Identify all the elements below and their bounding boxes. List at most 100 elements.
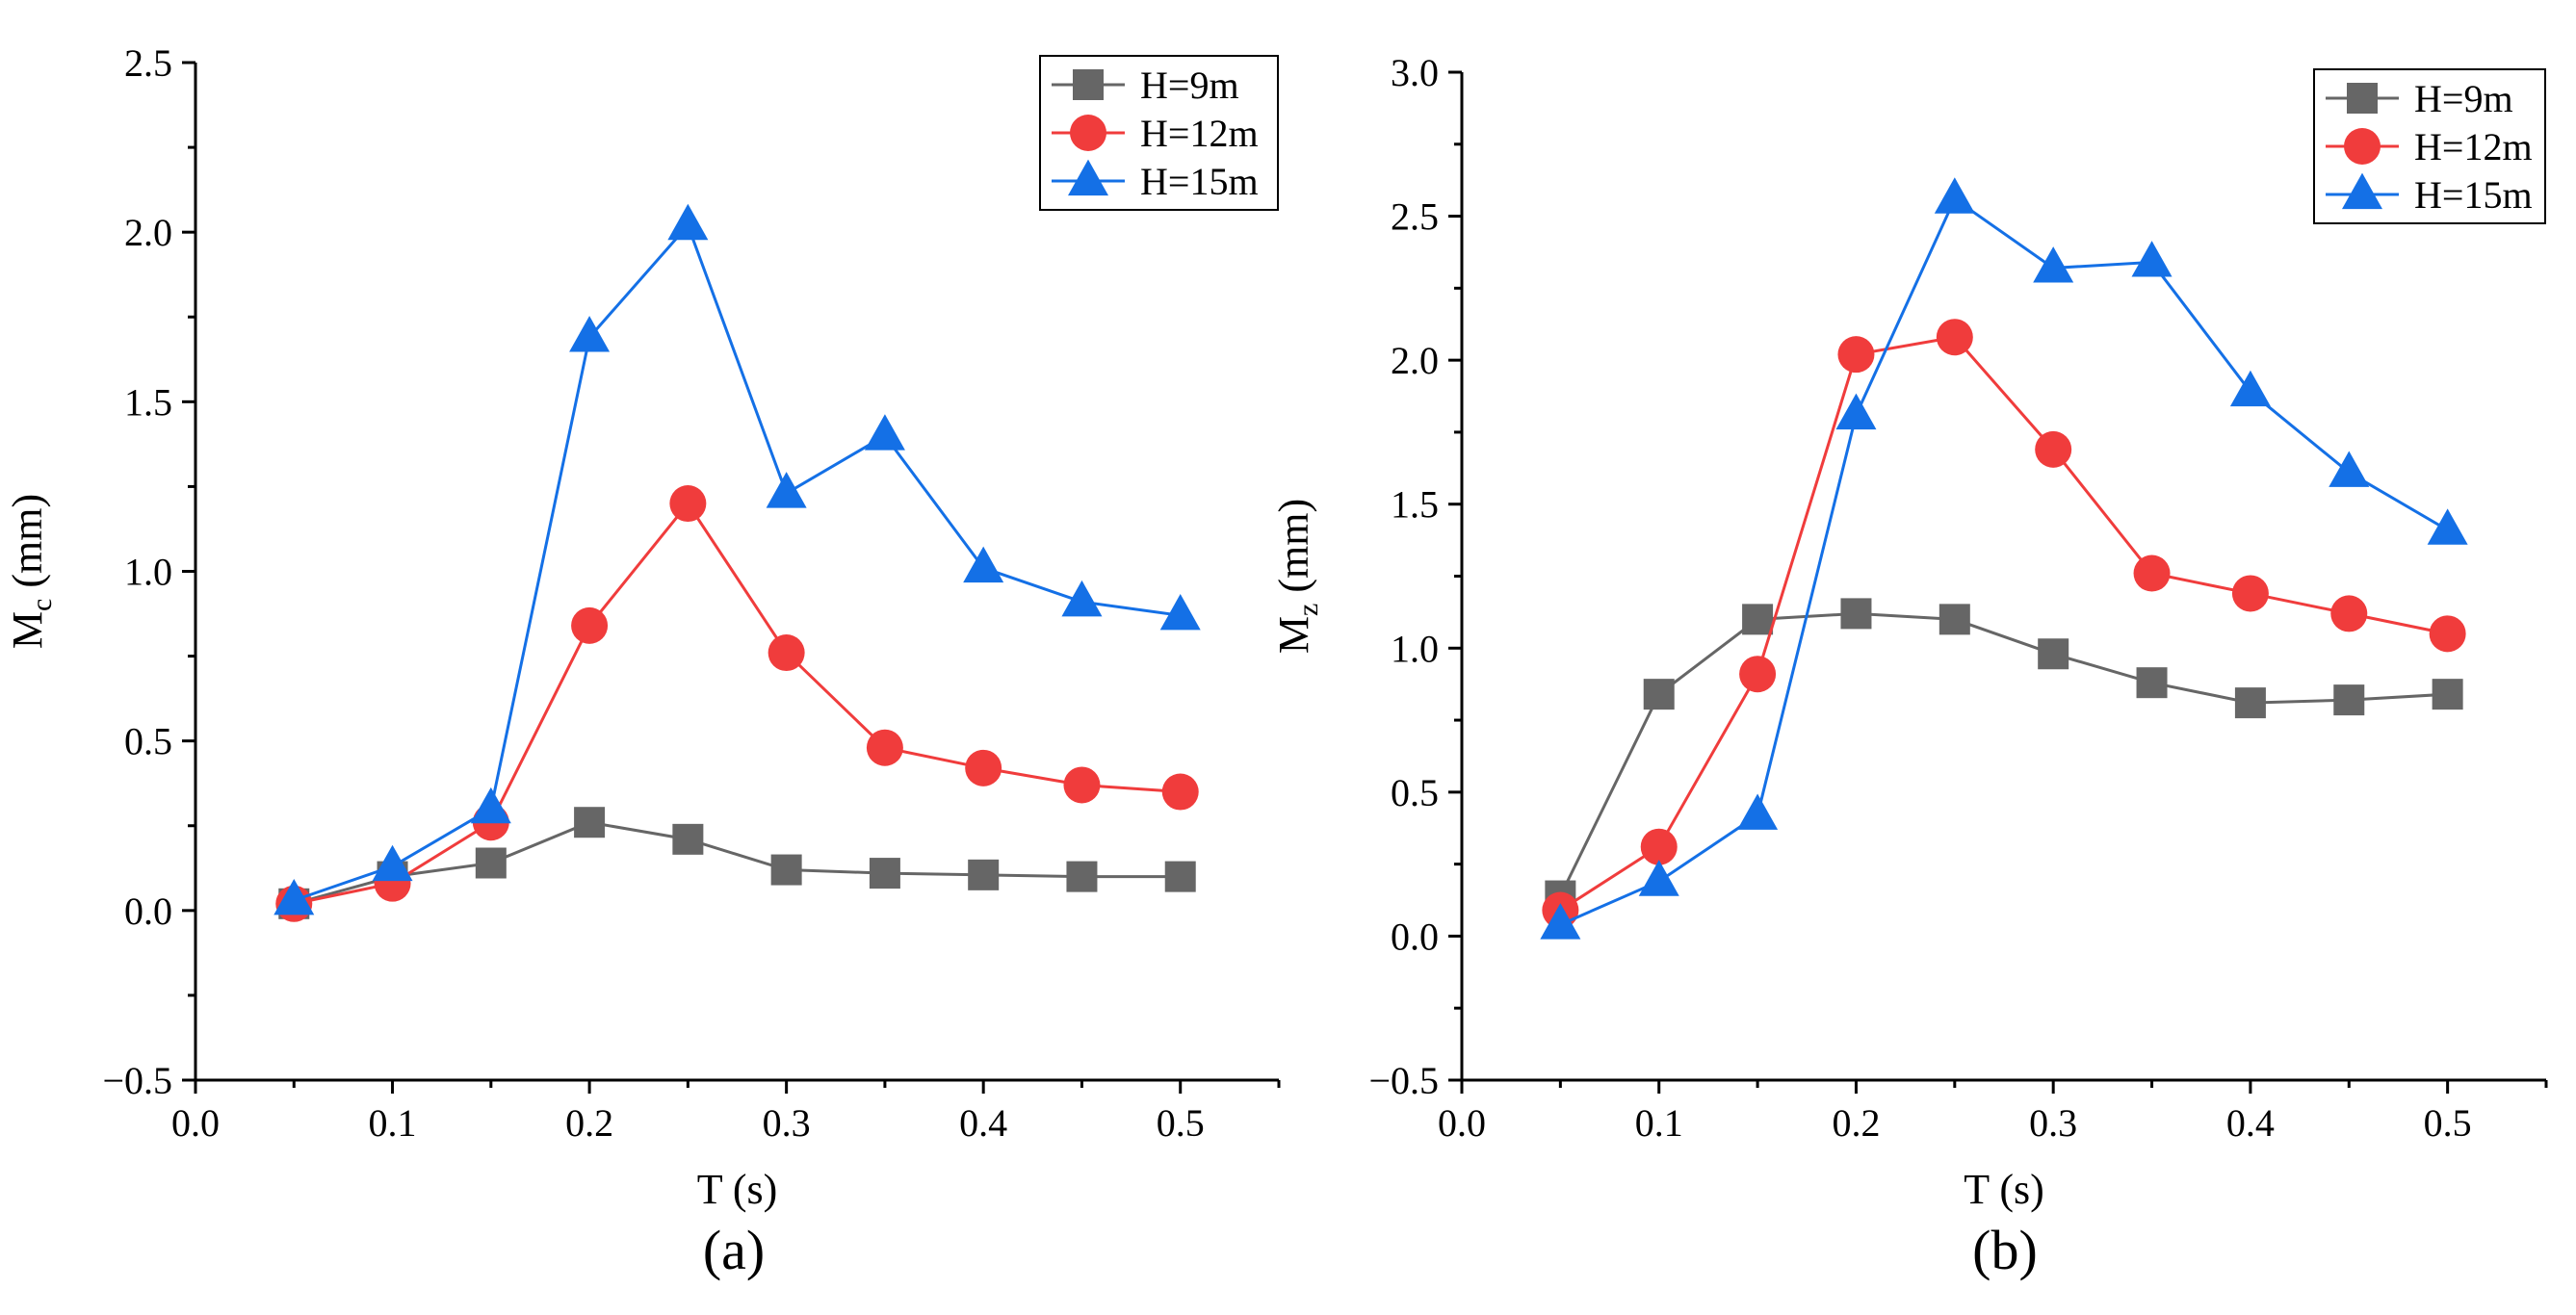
data-point — [869, 858, 900, 890]
data-point — [1934, 177, 1975, 214]
legend-marker — [1068, 159, 1108, 196]
y-tick-label: 1.0 — [124, 551, 172, 594]
legend-marker — [2347, 83, 2378, 114]
data-point — [768, 634, 805, 672]
data-point — [2229, 370, 2271, 407]
series-line — [293, 222, 1181, 902]
x-tick-label: 0.5 — [1157, 1101, 1205, 1145]
data-point — [672, 823, 704, 855]
x-tick-label: 0.0 — [1438, 1101, 1486, 1145]
data-point — [2427, 508, 2468, 545]
y-tick-label: 3.0 — [1391, 51, 1439, 94]
data-point — [1066, 861, 1098, 892]
series-line — [1559, 196, 2449, 926]
data-point — [1837, 336, 1875, 374]
y-axis-title: Mc (mm) — [4, 494, 58, 649]
legend-label: H=15m — [1140, 160, 1259, 203]
x-tick-label: 0.4 — [959, 1101, 1007, 1145]
x-tick-label: 0.1 — [1635, 1101, 1683, 1145]
y-tick-label: 2.0 — [124, 211, 172, 254]
data-point — [2231, 575, 2269, 612]
series-line — [1559, 611, 2448, 897]
data-point — [2136, 667, 2168, 699]
legend-marker — [2344, 128, 2381, 165]
panel-label: (b) — [1972, 1219, 2038, 1281]
series-line — [1559, 335, 2448, 912]
y-tick-label: 0.5 — [1391, 771, 1439, 814]
data-point — [2131, 241, 2173, 277]
legend-label: H=15m — [2414, 173, 2533, 217]
x-tick-label: 0.3 — [2029, 1101, 2077, 1145]
data-point — [273, 878, 315, 915]
data-point — [968, 859, 1000, 890]
data-point — [1936, 319, 1973, 356]
legend-label: H=9m — [1140, 64, 1239, 107]
data-point — [2429, 615, 2466, 653]
data-point — [667, 203, 709, 241]
y-tick-label: 2.0 — [1391, 339, 1439, 382]
data-point — [1159, 593, 1201, 631]
series-line — [293, 820, 1181, 906]
legend-label: H=12m — [2414, 125, 2533, 168]
x-tick-label: 0.3 — [763, 1101, 811, 1145]
y-tick-label: 0.5 — [124, 720, 172, 763]
y-axis-title-subscript: z — [1292, 604, 1324, 616]
data-point — [1638, 860, 1679, 896]
x-tick-label: 0.4 — [2226, 1101, 2275, 1145]
data-point — [1643, 679, 1675, 710]
data-point — [571, 606, 609, 644]
x-tick-label: 0.2 — [1832, 1101, 1880, 1145]
data-point — [1061, 580, 1103, 617]
data-point — [965, 749, 1002, 786]
x-tick-label: 0.5 — [2424, 1101, 2472, 1145]
y-axis-title-main: M — [1270, 616, 1317, 654]
x-tick-label: 0.1 — [369, 1101, 417, 1145]
data-point — [372, 844, 413, 882]
y-tick-label: 0.0 — [124, 890, 172, 933]
data-point — [766, 472, 807, 508]
series-line — [293, 501, 1181, 906]
data-point — [1540, 903, 1581, 940]
data-point — [475, 847, 507, 879]
x-tick-label: 0.2 — [565, 1101, 613, 1145]
data-point — [1739, 656, 1777, 693]
data-point — [1737, 793, 1779, 830]
data-point — [2035, 430, 2072, 468]
data-point — [1742, 604, 1774, 635]
y-axis-title-unit: (mm) — [4, 494, 51, 599]
y-axis-title: Mz (mm) — [1270, 499, 1324, 654]
x-axis-title: T (s) — [697, 1166, 778, 1213]
data-point — [2329, 451, 2370, 487]
data-point — [1063, 766, 1101, 804]
legend-marker — [1073, 69, 1104, 100]
chart-panel-a: −0.50.00.51.01.52.02.50.0 0.1 0.2 0.3 0.4 0.5… — [4, 41, 1281, 1281]
data-point — [963, 546, 1004, 583]
data-point — [1840, 598, 1872, 630]
x-tick-label: 0.0 — [171, 1101, 220, 1145]
chart-panel-b: −0.50.00.51.01.52.02.53.00.0 0.1 0.2 0.3 0.4… — [1270, 51, 2548, 1281]
data-point — [1640, 828, 1678, 865]
panel-label: (a) — [703, 1219, 765, 1281]
y-tick-label: 0.0 — [1391, 915, 1439, 958]
data-point — [669, 485, 707, 523]
data-point — [574, 807, 606, 838]
data-point — [2432, 679, 2463, 710]
y-tick-label: −0.5 — [102, 1059, 172, 1102]
data-point — [866, 729, 903, 766]
y-axis-title-unit: (mm) — [1270, 499, 1317, 604]
data-point — [864, 414, 905, 451]
data-point — [1939, 604, 1970, 635]
y-axis-title-main: M — [4, 611, 51, 649]
y-tick-label: 1.0 — [1391, 627, 1439, 670]
data-point — [2333, 684, 2365, 716]
data-point — [2133, 554, 2171, 592]
data-point — [1164, 861, 1196, 892]
data-point — [1835, 393, 1877, 430]
data-point — [2330, 595, 2368, 632]
y-tick-label: 1.5 — [1391, 483, 1439, 527]
legend-marker — [1070, 115, 1106, 151]
y-axis-title-subscript: c — [26, 599, 58, 611]
legend-marker — [2342, 172, 2382, 210]
y-tick-label: −0.5 — [1368, 1059, 1439, 1102]
data-point — [470, 786, 511, 824]
